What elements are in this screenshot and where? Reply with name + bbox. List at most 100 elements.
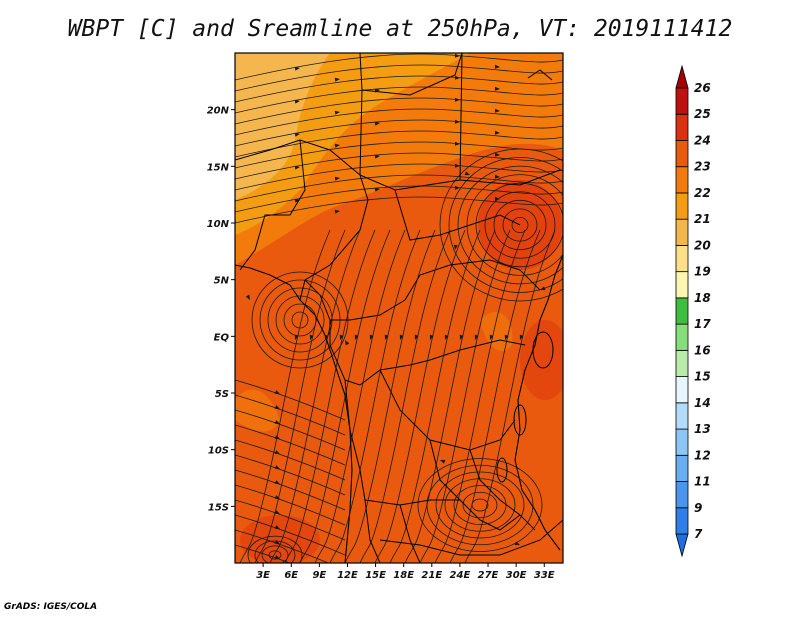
lat-tick-label: 5S: [215, 389, 229, 400]
streamline: [493, 199, 547, 251]
chart-title: WBPT [C] and Sreamline at 250hPa, VT: 20…: [67, 16, 733, 42]
streamline: [235, 394, 346, 436]
colorbar-swatch: [675, 87, 689, 115]
streamline-arrow: [440, 459, 446, 464]
streamline-arrow: [294, 66, 300, 71]
streamline-arrow: [453, 244, 458, 250]
streamline: [235, 130, 563, 158]
colorbar-swatch: [675, 140, 689, 168]
streamline-arrow: [494, 108, 500, 113]
streamline: [359, 229, 451, 563]
streamline-arrow: [369, 334, 374, 340]
streamline: [434, 229, 526, 563]
streamline-arrow: [454, 119, 460, 124]
streamline-arrow: [464, 171, 470, 176]
streamline-arrow: [399, 334, 404, 340]
streamline-arrow: [459, 334, 464, 340]
colorbar-label: 25: [694, 107, 711, 121]
colorbar-label: 24: [694, 133, 711, 147]
streamline-arrow: [494, 174, 500, 179]
streamline: [344, 229, 436, 563]
colorbar-swatch: [675, 323, 689, 351]
lon-tick-label: 6E: [284, 570, 298, 581]
streamline: [299, 229, 391, 563]
streamline-arrow: [334, 176, 340, 181]
lon-tick-label: 18E: [393, 570, 414, 581]
streamline: [235, 484, 346, 526]
streamline-arrow: [345, 340, 350, 346]
colorbar-label: 7: [694, 527, 703, 541]
streamline: [275, 295, 325, 345]
streamline-arrow: [454, 53, 460, 58]
streamline: [235, 424, 346, 466]
streamline: [426, 464, 534, 546]
streamline-arrow: [429, 334, 434, 340]
streamline-arrow: [274, 450, 280, 454]
streamline-arrows: [245, 53, 546, 559]
streamline: [269, 229, 361, 563]
streamline: [235, 141, 563, 169]
colorbar-swatch: [675, 402, 689, 430]
streamline: [235, 86, 563, 114]
streamline-arrow: [245, 294, 250, 300]
streamline: [235, 379, 346, 421]
streamline: [329, 229, 421, 563]
streamline: [435, 471, 525, 539]
streamline-arrow: [474, 334, 479, 340]
streamline-arrow: [274, 540, 280, 544]
streamline: [419, 229, 511, 563]
streamline: [235, 174, 563, 202]
streamline-arrow: [274, 525, 280, 529]
streamline: [235, 64, 563, 92]
streamline: [235, 97, 563, 125]
wbpt-field: [235, 53, 563, 563]
colorbar-swatch: [675, 507, 689, 535]
colorbar-label: 11: [694, 475, 711, 489]
streamline: [235, 152, 563, 180]
streamline: [235, 185, 563, 213]
lon-tick-label: 15E: [365, 570, 386, 581]
streamline-arrow: [504, 334, 509, 340]
colorbar-swatch: [675, 481, 689, 509]
lon-tick-label: 30E: [506, 570, 527, 581]
colorbar-label: 13: [694, 422, 711, 436]
longitude-axis: 3E 6E 9E 12E 15E 18E 21E 24E 27E 30E 33E: [256, 563, 555, 581]
colorbar-label: 22: [694, 186, 711, 200]
streamline-arrow: [374, 154, 380, 159]
streamline: [235, 529, 330, 563]
streamline: [235, 514, 346, 556]
streamline: [439, 148, 563, 302]
colorbar-swatch: [675, 218, 689, 246]
streamline-arrow: [494, 64, 500, 69]
streamline-arrow: [519, 334, 524, 340]
streamline: [511, 217, 529, 233]
streamline: [268, 550, 282, 560]
streamline-arrow: [334, 209, 340, 214]
colorbar-label: 9: [694, 501, 702, 515]
streamline: [239, 229, 331, 563]
streamline-arrow: [494, 130, 500, 135]
colorbar-min-arrow: [675, 533, 689, 558]
lat-tick-label: 15S: [208, 502, 229, 513]
streamline: [475, 182, 563, 268]
streamline: [254, 540, 296, 563]
streamline: [284, 229, 376, 563]
colorbar-label: 26: [694, 81, 711, 95]
streamline-arrow: [374, 121, 380, 126]
streamline-arrow: [514, 541, 520, 546]
colorbar-swatch: [675, 166, 689, 194]
lat-tick-label: 15N: [207, 162, 230, 173]
streamline-arrow: [494, 86, 500, 91]
streamline: [314, 229, 406, 563]
lat-tick-label: EQ: [214, 332, 230, 343]
colorbar-swatch: [675, 245, 689, 273]
streamline-arrow: [454, 185, 460, 190]
streamline: [417, 458, 543, 552]
streamline-arrow: [294, 132, 300, 137]
streamline: [254, 229, 346, 563]
lon-tick-label: 21E: [421, 570, 442, 581]
streamline-arrow: [374, 187, 380, 192]
colorbar-label: 23: [694, 160, 711, 174]
streamline-arrow: [294, 334, 299, 340]
streamline-arrow: [444, 334, 449, 340]
